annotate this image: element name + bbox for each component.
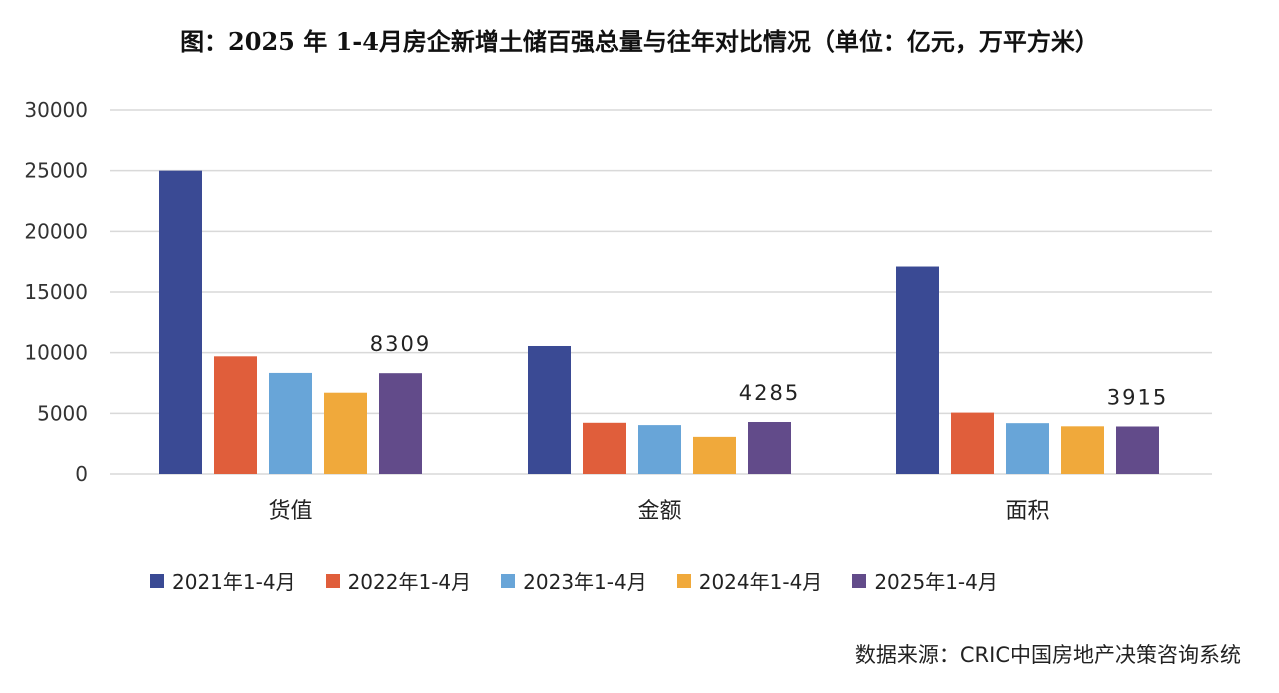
source-note: 数据来源：CRIC中国房地产决策咨询系统 [854,643,1241,667]
data-label: 8309 [370,332,431,356]
legend: 2021年1-4月 2022年1-4月 2023年1-4月 2024年1-4月 2025… [150,566,998,595]
data-label: 3915 [1107,385,1168,409]
bar-2021年1-4月-货值 [159,170,202,474]
bar-2023年1-4月-面积 [1006,423,1049,474]
legend-swatch [501,573,516,588]
bar-2024年1-4月-金额 [693,436,736,474]
legend-item: 2024年1-4月 [676,566,823,595]
bar-2022年1-4月-金额 [583,422,626,474]
x-tick-label: 金额 [637,499,681,524]
bar-2024年1-4月-面积 [1061,426,1104,474]
x-tick-label: 货值 [268,499,312,524]
y-tick-label: 30000 [24,98,88,122]
bar-2024年1-4月-货值 [324,392,367,474]
legend-label: 2021年1-4月 [172,570,296,594]
legend-swatch [325,573,340,588]
bar-2022年1-4月-货值 [214,356,257,474]
chart-title: 图：2025 年 1-4月房企新增土储百强总量与往年对比情况（单位：亿元，万平方… [180,27,1099,56]
legend-label: 2024年1-4月 [698,570,823,594]
bar-2025年1-4月-金额 [748,422,791,474]
bar-2022年1-4月-面积 [951,412,994,474]
bar-2023年1-4月-金额 [638,425,681,474]
y-tick-label: 20000 [24,219,88,243]
bar-chart: 0 5000 10000 15000 20000 25000 30000 8309 货值 4285… [24,98,1212,524]
bar-2021年1-4月-金额 [528,345,571,474]
legend-item: 2023年1-4月 [501,566,647,595]
legend-label: 2022年1-4月 [347,570,472,594]
bar-2025年1-4月-货值 [379,373,422,474]
legend-label: 2025年1-4月 [874,570,998,594]
legend-item: 2021年1-4月 [150,566,296,595]
y-tick-label: 10000 [24,341,88,365]
y-tick-label: 5000 [37,401,88,425]
legend-item: 2025年1-4月 [852,566,998,595]
bar-2023年1-4月-货值 [269,372,312,474]
data-label: 4285 [739,381,800,405]
y-tick-label: 15000 [24,280,88,304]
legend-swatch [150,573,164,588]
legend-swatch [676,573,691,588]
y-tick-label: 25000 [24,159,88,183]
legend-swatch [852,573,867,588]
legend-label: 2023年1-4月 [523,570,647,594]
x-tick-label: 面积 [1005,499,1049,524]
bar-2025年1-4月-面积 [1116,426,1159,474]
bar-2021年1-4月-面积 [896,266,939,474]
legend-item: 2022年1-4月 [325,566,472,595]
y-tick-label: 0 [75,462,88,486]
